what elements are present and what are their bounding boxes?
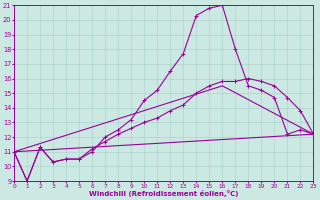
- X-axis label: Windchill (Refroidissement éolien,°C): Windchill (Refroidissement éolien,°C): [89, 190, 238, 197]
